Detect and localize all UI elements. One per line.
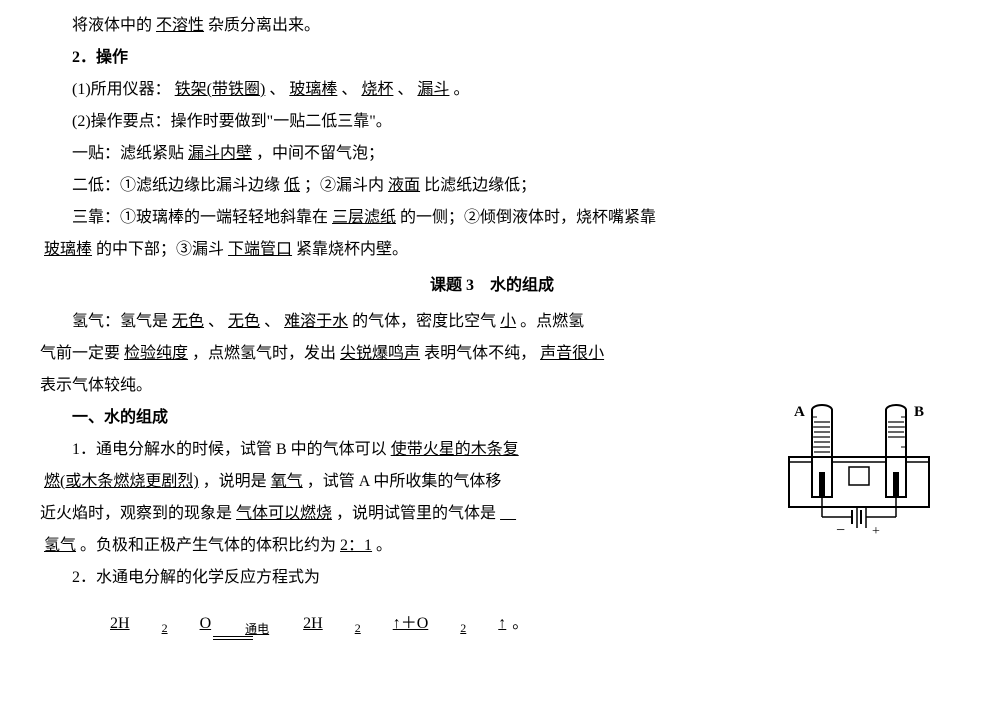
blank-fill: 气体可以燃烧 bbox=[232, 505, 336, 522]
text: 、 bbox=[264, 313, 280, 330]
text: 、 bbox=[269, 81, 285, 98]
formula-text: ↑＋O bbox=[361, 608, 429, 640]
section-title: 课题 3 水的组成 bbox=[40, 270, 944, 302]
text: 杂质分离出来。 bbox=[208, 17, 320, 34]
equation-line: 2H2O 通电 2H2↑＋O2↑ 。 bbox=[40, 608, 944, 642]
text: ，试管 A 中所收集的气体移 bbox=[307, 473, 502, 490]
text: ，点燃氢气时，发出 bbox=[192, 345, 336, 362]
text: 气前一定要 bbox=[40, 345, 120, 362]
text-line: 三靠：①玻璃棒的一端轻轻地斜靠在三层滤纸的一侧；②倾倒液体时，烧杯嘴紧靠 bbox=[40, 202, 944, 234]
text: 比滤纸边缘低； bbox=[424, 177, 536, 194]
text: ，中间不留气泡； bbox=[256, 145, 384, 162]
text: 一贴：滤纸紧贴 bbox=[72, 145, 184, 162]
blank-fill: 下端管口 bbox=[224, 241, 296, 258]
text: 、 bbox=[208, 313, 224, 330]
blank-fill: 玻璃棒 bbox=[285, 81, 341, 98]
blank-fill: 低 bbox=[280, 177, 304, 194]
text: ，说明试管里的气体是 bbox=[336, 505, 496, 522]
text: 近火焰时，观察到的现象是 bbox=[40, 505, 232, 522]
formula-text: 2H bbox=[271, 608, 323, 640]
text: (2)操作要点：操作时要做到"一贴二低三靠"。 bbox=[72, 113, 392, 130]
blank-fill bbox=[496, 505, 520, 522]
blank-fill: 烧杯 bbox=[357, 81, 397, 98]
text: 。 bbox=[453, 81, 469, 98]
text: 2．操作 bbox=[72, 49, 128, 66]
subscript: 2 bbox=[428, 616, 466, 640]
reaction-arrow: 通电 bbox=[213, 623, 269, 640]
text: 2．水通电分解的化学反应方程式为 bbox=[72, 569, 320, 586]
text: 氢气：氢气是 bbox=[72, 313, 168, 330]
text-line: 将液体中的不溶性杂质分离出来。 bbox=[40, 10, 944, 42]
subscript: 2 bbox=[130, 616, 168, 640]
blank-fill: 漏斗 bbox=[413, 81, 453, 98]
blank-fill: 尖锐爆鸣声 bbox=[336, 345, 424, 362]
text: 三靠：①玻璃棒的一端轻轻地斜靠在 bbox=[72, 209, 328, 226]
formula-text: O bbox=[168, 608, 212, 640]
text-line: (2)操作要点：操作时要做到"一贴二低三靠"。 bbox=[40, 106, 944, 138]
text-line: 一贴：滤纸紧贴漏斗内壁，中间不留气泡； bbox=[40, 138, 944, 170]
text: 二低：①滤纸边缘比漏斗边缘 bbox=[72, 177, 280, 194]
text: 表示气体较纯。 bbox=[40, 377, 152, 394]
text: ，说明是 bbox=[203, 473, 267, 490]
blank-fill: 液面 bbox=[384, 177, 424, 194]
blank-fill: 小 bbox=[496, 313, 520, 330]
label-a: A bbox=[794, 404, 805, 420]
text: 、 bbox=[397, 81, 413, 98]
text-line: 2．操作 bbox=[40, 42, 944, 74]
text: 表明气体不纯， bbox=[424, 345, 536, 362]
text: (1)所用仪器： bbox=[72, 81, 171, 98]
text: 。负极和正极产生气体的体积比约为 bbox=[80, 537, 336, 554]
blank-fill: 漏斗内壁 bbox=[184, 145, 256, 162]
text: 、 bbox=[341, 81, 357, 98]
text-line: 二低：①滤纸边缘比漏斗边缘低；②漏斗内液面比滤纸边缘低； bbox=[40, 170, 944, 202]
equals-icon bbox=[213, 636, 253, 640]
blank-fill: 不溶性 bbox=[152, 17, 208, 34]
text: 将液体中的 bbox=[72, 17, 152, 34]
text: 。点燃氢 bbox=[520, 313, 584, 330]
minus-label: − bbox=[836, 522, 845, 539]
blank-fill: 无色 bbox=[168, 313, 208, 330]
text: 的气体，密度比空气 bbox=[352, 313, 496, 330]
blank-fill: 铁架(带铁圈) bbox=[171, 81, 270, 98]
text-line: 玻璃棒的中下部；③漏斗下端管口紧靠烧杯内壁。 bbox=[40, 234, 944, 266]
equation: 2H2O 通电 2H2↑＋O2↑ bbox=[72, 608, 512, 642]
text: ；②漏斗内 bbox=[304, 177, 384, 194]
blank-fill: 燃(或木条燃烧更剧烈) bbox=[40, 473, 203, 490]
formula-text: ↑ bbox=[466, 608, 506, 640]
formula-text: 2H bbox=[78, 608, 130, 640]
blank-fill: 氢气 bbox=[40, 537, 80, 554]
reaction-condition: 通电 bbox=[213, 623, 269, 635]
text: 的一侧；②倾倒液体时，烧杯嘴紧靠 bbox=[400, 209, 656, 226]
blank-fill: 声音很小 bbox=[536, 345, 608, 362]
text: 。 bbox=[512, 615, 528, 632]
text-line: 2．水通电分解的化学反应方程式为 bbox=[40, 562, 944, 594]
text-line: 气前一定要检验纯度，点燃氢气时，发出尖锐爆鸣声表明气体不纯，声音很小 bbox=[40, 338, 944, 370]
blank-fill: 氧气 bbox=[267, 473, 307, 490]
text: 。 bbox=[376, 537, 392, 554]
blank-fill: 难溶于水 bbox=[280, 313, 352, 330]
text: 1．通电分解水的时候，试管 B 中的气体可以 bbox=[72, 441, 387, 458]
text-line: 氢气：氢气是无色、无色、难溶于水的气体，密度比空气小。点燃氢 bbox=[40, 306, 944, 338]
blank-fill: 检验纯度 bbox=[120, 345, 192, 362]
text: 紧靠烧杯内壁。 bbox=[296, 241, 408, 258]
text-line: 表示气体较纯。 bbox=[40, 370, 944, 402]
blank-fill: 玻璃棒 bbox=[40, 241, 96, 258]
electrolysis-diagram: A B bbox=[774, 402, 944, 542]
text-line: (1)所用仪器：铁架(带铁圈)、玻璃棒、烧杯、漏斗。 bbox=[40, 74, 944, 106]
blank-fill: 使带火星的木条复 bbox=[387, 441, 523, 458]
content-with-diagram: A B bbox=[40, 402, 944, 594]
blank-fill: 无色 bbox=[224, 313, 264, 330]
subscript: 2 bbox=[323, 616, 361, 640]
text: 的中下部；③漏斗 bbox=[96, 241, 224, 258]
blank-fill: 2：1 bbox=[336, 537, 376, 554]
blank-fill: 三层滤纸 bbox=[328, 209, 400, 226]
label-b: B bbox=[914, 404, 924, 420]
plus-label: + bbox=[872, 524, 880, 539]
